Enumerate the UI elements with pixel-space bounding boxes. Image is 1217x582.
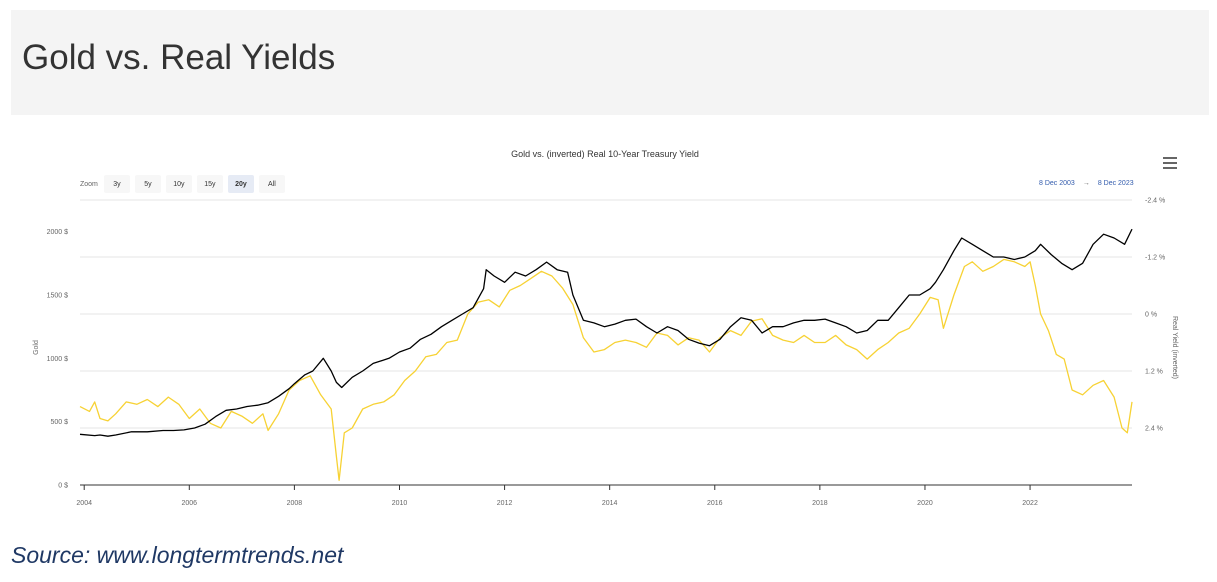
zoom-15y-button[interactable]: 15y — [196, 175, 223, 193]
y2-tick-label: 1.2 % — [1145, 369, 1163, 376]
zoom-label: Zoom — [80, 180, 98, 188]
range-arrow: → — [1082, 180, 1090, 187]
page-header: Gold vs. Real Yields — [11, 10, 1209, 115]
zoom-20y-button[interactable]: 20y — [227, 175, 254, 193]
date-range: 8 Dec 2003 → 8 Dec 2023 — [1039, 180, 1134, 187]
y2-tick-label: -2.4 % — [1145, 198, 1165, 205]
range-from-input[interactable]: 8 Dec 2003 — [1039, 180, 1075, 187]
x-tick-label: 2018 — [812, 500, 828, 507]
y2-tick-label: -1.2 % — [1145, 255, 1165, 262]
x-tick-label: 2016 — [707, 500, 723, 507]
y-tick-label: 500 $ — [50, 419, 68, 426]
series-line-real-yield — [79, 258, 1133, 481]
x-tick-label: 2008 — [287, 500, 303, 507]
x-tick-label: 2006 — [182, 500, 198, 507]
page-title: Gold vs. Real Yields — [22, 38, 336, 77]
source-caption: Source: www.longtermtrends.net — [11, 542, 344, 568]
y-axis-title: Gold — [33, 340, 40, 355]
zoom-all-button[interactable]: All — [258, 175, 285, 193]
zoom-toolbar: Zoom 3y 5y 10y 15y 20y All — [80, 175, 290, 193]
x-tick-label: 2004 — [76, 500, 92, 507]
series-line-gold — [79, 228, 1133, 437]
hamburger-menu-icon[interactable] — [1163, 157, 1177, 170]
x-tick-label: 2022 — [1022, 500, 1038, 507]
zoom-5y-button[interactable]: 5y — [134, 175, 161, 193]
zoom-3y-button[interactable]: 3y — [103, 175, 130, 193]
chart-title: Gold vs. (inverted) Real 10-Year Treasur… — [511, 149, 699, 159]
zoom-10y-button[interactable]: 10y — [165, 175, 192, 193]
x-tick-label: 2010 — [392, 500, 408, 507]
y-tick-label: 1500 $ — [47, 293, 69, 300]
x-tick-label: 2012 — [497, 500, 513, 507]
y2-axis-title: Real Yield (inverted) — [1171, 316, 1178, 379]
y2-tick-label: 2.4 % — [1145, 426, 1163, 433]
y-tick-label: 1000 $ — [47, 356, 69, 363]
x-tick-label: 2020 — [917, 500, 933, 507]
y-tick-label: 0 $ — [58, 483, 68, 490]
x-tick-label: 2014 — [602, 500, 618, 507]
y-tick-label: 2000 $ — [47, 229, 69, 236]
y2-tick-label: 0 % — [1145, 312, 1157, 319]
range-to-input[interactable]: 8 Dec 2023 — [1097, 180, 1134, 187]
